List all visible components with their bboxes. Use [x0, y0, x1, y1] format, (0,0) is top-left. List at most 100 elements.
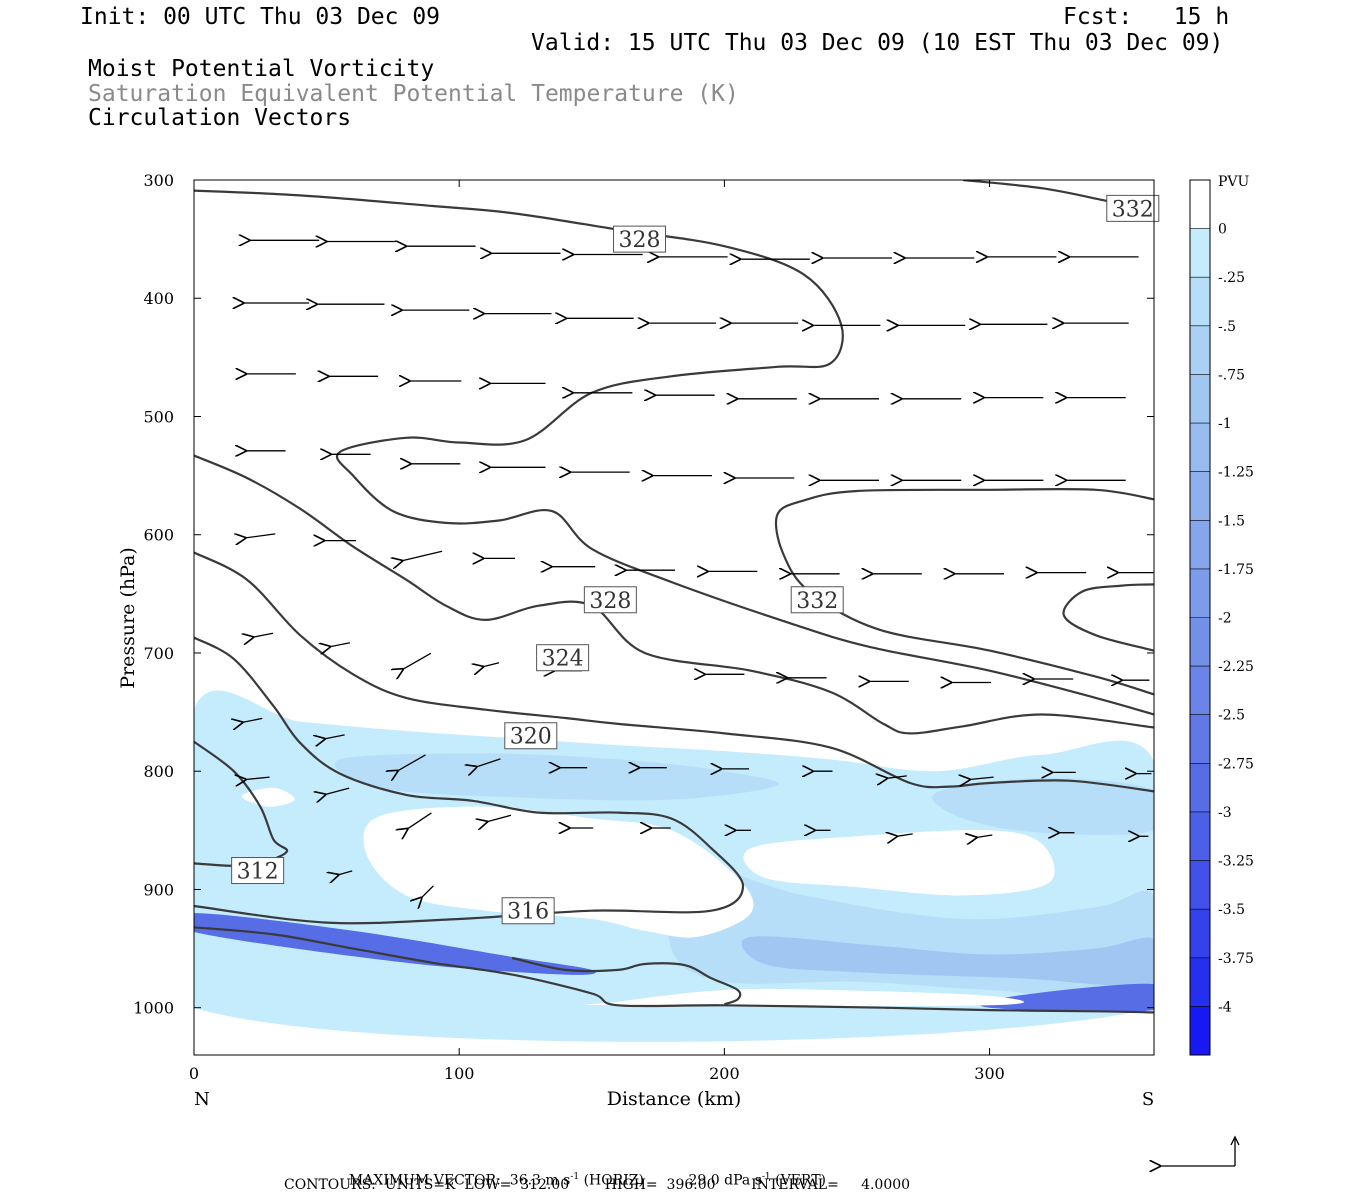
x-axis-title: Distance (km): [607, 1088, 742, 1110]
x-tick-label: 200: [709, 1064, 740, 1083]
north-end-label: N: [194, 1089, 210, 1110]
colorbar-label: -1.25: [1218, 465, 1254, 481]
contour-label-box: [1106, 194, 1160, 222]
colorbar-label: -.75: [1218, 367, 1245, 383]
colorbar: PVU 0 -.25 -.5 -.75 -1 -1.25 -1.5 -1.75 -2 -2.25 -2…: [1189, 174, 1254, 1056]
colorbar-swatch: [1190, 228, 1210, 278]
colorbar-swatch: [1190, 714, 1210, 764]
colorbar-swatch: [1190, 666, 1210, 716]
circulation-vector: [887, 776, 907, 778]
field-title-mpv: Moist Potential Vorticity: [88, 56, 435, 82]
valid-time-label: Valid: 15 UTC Thu 03 Dec 09 (10 EST Thu …: [531, 30, 1224, 56]
colorbar-label: -2: [1218, 611, 1232, 627]
axes: 300 400 500 600 700 800 900 1000 0 100 200 300: [133, 171, 1154, 1083]
contour-label: 332: [790, 586, 844, 614]
y-tick-label: 400: [143, 289, 174, 308]
field-title-vectors: Circulation Vectors: [88, 105, 352, 131]
colorbar-label: -1.75: [1218, 562, 1254, 578]
circulation-vectors: [242, 240, 1154, 898]
contour-label: 312: [231, 857, 285, 885]
theta-es-contour-312: [194, 926, 1154, 1014]
colorbar-label: -3.25: [1218, 854, 1254, 870]
contour-label-text: 324: [542, 647, 584, 672]
colorbar-swatch: [1190, 811, 1210, 862]
mpv-zero-region: [241, 787, 295, 807]
mpv-zero-region: [743, 830, 1055, 896]
contour-label-text: 332: [1112, 197, 1154, 222]
y-tick-label: 700: [143, 644, 174, 663]
contour-label-box: [790, 586, 844, 614]
colorbar-swatch: [1190, 909, 1210, 959]
contours-info-line: CONTOURS: UNITS=K LOW= 312.00 HIGH= 396.…: [284, 1177, 911, 1193]
y-tick-label: 500: [143, 407, 174, 426]
init-time-label: Init: 00 UTC Thu 03 Dec 09: [80, 4, 441, 30]
theta-es-contour-316: [194, 636, 745, 925]
colorbar-label: -2.25: [1218, 659, 1254, 675]
colorbar-label: -4: [1218, 999, 1232, 1015]
theta-es-contour-328: [194, 189, 1154, 716]
theta-es-contour-316: [511, 956, 742, 1006]
mpv-fill-region: [932, 778, 1154, 835]
circulation-vector: [338, 870, 353, 875]
mpv-fill-region: [980, 983, 1154, 1012]
contour-label-text: 328: [619, 228, 661, 253]
colorbar-swatch: [1190, 860, 1210, 910]
contour-label-text: 328: [589, 589, 631, 614]
y-tick-label: 600: [143, 526, 174, 545]
colorbar-label: -1.5: [1218, 513, 1245, 529]
horiz-value: 36.3 m s: [509, 1172, 571, 1189]
circulation-vector: [476, 758, 501, 767]
colorbar-swatch: [1190, 520, 1210, 570]
x-tick-label: 100: [444, 1064, 475, 1083]
contour-label: 320: [504, 722, 558, 750]
south-end-label: S: [1142, 1089, 1154, 1110]
vert-unit: (VERT): [775, 1172, 826, 1189]
circulation-vector: [245, 534, 276, 538]
horiz-exponent: -1: [570, 1172, 580, 1182]
colorbar-swatch: [1190, 568, 1210, 618]
contour-label: 332: [1106, 194, 1160, 222]
vert-exponent: -1: [761, 1172, 771, 1182]
contour-label-box: [501, 897, 555, 925]
mpv-fill-region: [194, 913, 596, 975]
colorbar-swatch: [1190, 423, 1210, 473]
theta-es-contour-332: [774, 487, 1154, 696]
circulation-vector: [976, 835, 993, 838]
colorbar-unit: PVU: [1218, 174, 1250, 190]
forecast-hour-label: Fcst: 15 h: [1063, 4, 1230, 30]
circulation-vector: [487, 814, 512, 821]
circulation-vector: [246, 777, 270, 779]
colorbar-label: 0: [1218, 222, 1227, 238]
mpv-fill-region: [334, 753, 779, 801]
mpv-shading: [194, 690, 1154, 1042]
colorbar-label: -3: [1218, 805, 1232, 821]
contour-label: 324: [536, 644, 590, 672]
contour-label-box: [583, 586, 637, 614]
circulation-vector: [897, 834, 913, 836]
colorbar-label: -3.75: [1218, 951, 1254, 967]
colorbar-swatch: [1190, 763, 1210, 813]
contour-label-box: [536, 644, 590, 672]
circulation-vector: [483, 662, 500, 667]
circulation-vector: [242, 717, 263, 722]
colorbar-swatch: [1190, 617, 1210, 667]
colorbar-swatch: [1190, 957, 1210, 1007]
colorbar-label: -.5: [1218, 319, 1236, 335]
contour-label: 316: [501, 897, 555, 925]
colorbar-label: -1: [1218, 416, 1232, 432]
colorbar-label: -3.5: [1218, 902, 1245, 918]
contour-label-text: 316: [507, 900, 549, 925]
contour-label-box: [504, 722, 558, 750]
colorbar-swatch: [1190, 277, 1210, 327]
contour-label: 328: [583, 586, 637, 614]
y-tick-label: 800: [143, 762, 174, 781]
colorbar-label: -2.75: [1218, 756, 1254, 772]
x-tick-label: 300: [974, 1064, 1005, 1083]
contour-label-box: [613, 225, 667, 253]
colorbar-swatch: [1190, 374, 1210, 424]
x-tick-label: 0: [189, 1064, 199, 1083]
plot-frame: [193, 179, 1155, 1056]
colorbar-swatch: [1190, 325, 1210, 375]
circulation-vector: [253, 632, 274, 637]
